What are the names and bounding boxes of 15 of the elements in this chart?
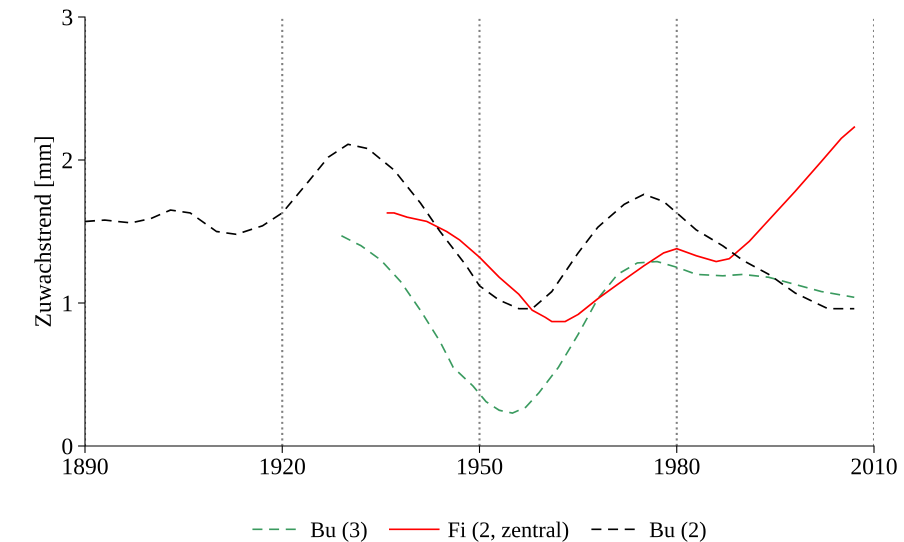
y-tick-label: 1 (63, 296, 72, 312)
x-tick-label: 1950 (458, 458, 502, 474)
x-tick-label: 1920 (260, 458, 305, 474)
y-tick-label: 2 (62, 152, 72, 168)
x-tick-label: 2010 (851, 458, 897, 474)
line-series (340, 234, 856, 414)
y-tick-label: 0 (62, 438, 72, 454)
legend-label: Bu (3) (310, 522, 367, 542)
y-tick-label: 3 (62, 10, 72, 26)
x-tick-label: 1980 (655, 458, 700, 474)
legend-label: Bu (2) (650, 522, 706, 542)
y-axis-title: Zuwachstrend [mm] (34, 137, 54, 326)
x-tick-label: 1890 (63, 458, 108, 474)
line-series (386, 126, 856, 322)
legend-label: Fi (2, zentral) (448, 522, 568, 542)
